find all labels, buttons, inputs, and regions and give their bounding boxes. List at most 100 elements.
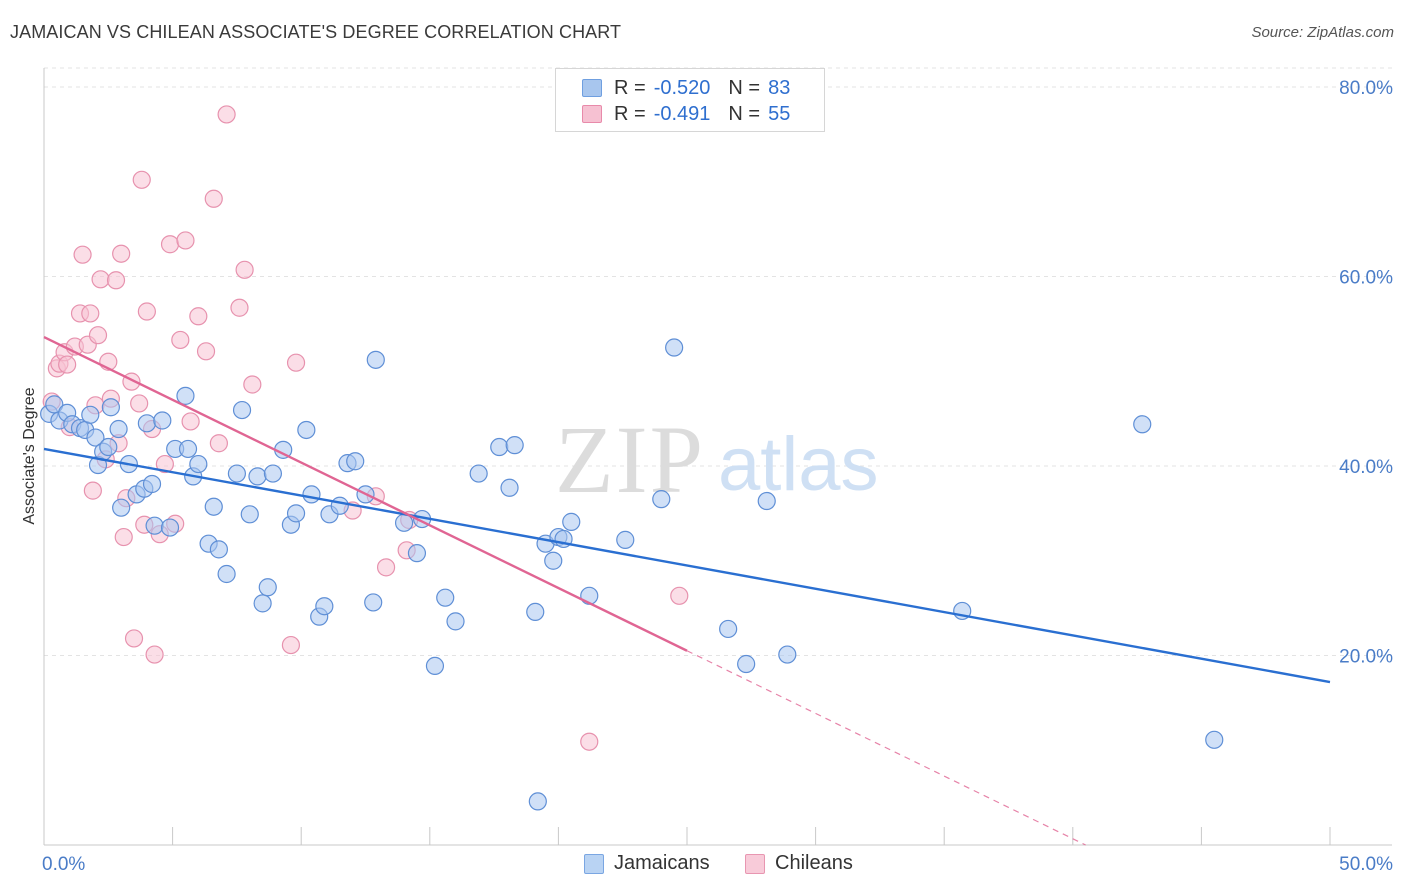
jamaican-point xyxy=(81,405,100,424)
chilean-point xyxy=(230,298,249,317)
chilean-point xyxy=(160,235,180,254)
jamaican-point xyxy=(297,420,316,440)
watermark: ZIP atlas xyxy=(555,406,879,513)
chilean-point xyxy=(145,645,164,664)
jamaican-point xyxy=(346,452,365,471)
legend-item-chileans[interactable]: Chileans xyxy=(745,852,853,875)
correlation-legend: R = -0.520 N = 83 R = -0.491 N = 55 xyxy=(555,68,825,132)
jamaican-point xyxy=(366,350,385,369)
legend-swatch-jamaicans xyxy=(584,853,604,874)
chilean-point xyxy=(106,271,126,290)
legend-r-value: -0.520 xyxy=(653,76,711,99)
legend-n-label: N = xyxy=(728,102,761,125)
jamaican-point xyxy=(446,612,465,631)
chart-title: JAMAICAN VS CHILEAN ASSOCIATE'S DEGREE C… xyxy=(10,22,622,42)
jamaican-point xyxy=(665,338,684,357)
watermark-zip: ZIP xyxy=(555,406,705,513)
jamaican-point xyxy=(490,437,509,457)
jamaican-point xyxy=(142,474,162,494)
legend-n-label: N = xyxy=(728,76,761,99)
chilean-point xyxy=(580,732,599,751)
chilean-point xyxy=(189,307,208,326)
jamaican-point xyxy=(248,467,267,486)
jamaican-point xyxy=(258,578,277,597)
x-tick-label: 0.0% xyxy=(42,854,85,875)
trend-lines xyxy=(43,336,1331,846)
jamaican-point xyxy=(505,436,524,455)
y-tick-label: 60.0% xyxy=(1339,267,1393,288)
jamaican-point xyxy=(286,504,306,523)
chilean-point xyxy=(137,302,156,321)
jamaican-point xyxy=(109,419,128,439)
jamaican-point xyxy=(562,512,581,531)
jamaican-point xyxy=(737,654,756,674)
jamaican-point xyxy=(112,498,131,517)
watermark-atlas: atlas xyxy=(718,422,879,507)
legend-swatch-blue xyxy=(582,79,602,97)
jamaican-point xyxy=(263,464,283,483)
jamaican-point xyxy=(240,505,259,524)
jamaicans-points xyxy=(40,338,1224,811)
axis-labels: 20.0% 40.0% 60.0% 80.0% 0.0% 50.0% Associate's… xyxy=(21,78,1393,875)
chilean-point xyxy=(286,353,306,372)
chilean-point xyxy=(235,260,254,279)
chilean-point xyxy=(243,375,262,394)
jamaican-point xyxy=(253,594,272,613)
chilean-point xyxy=(81,304,100,323)
chilean-point xyxy=(196,342,216,361)
axes xyxy=(43,68,1392,846)
legend-row-jamaicans: R = -0.520 N = 83 xyxy=(582,75,790,101)
chileans-trend-extension xyxy=(686,650,1086,846)
legend-label-jamaicans: Jamaicans xyxy=(614,852,710,874)
jamaican-point xyxy=(232,400,252,420)
jamaican-point xyxy=(176,386,195,405)
jamaican-point xyxy=(302,485,321,504)
chilean-point xyxy=(155,454,174,474)
jamaican-point xyxy=(425,656,445,676)
jamaican-point xyxy=(189,454,208,474)
series-legend: Jamaicans Chileans xyxy=(0,852,1406,878)
chilean-point xyxy=(73,245,92,264)
jamaican-point xyxy=(217,564,236,584)
chilean-point xyxy=(130,394,149,413)
chilean-point xyxy=(181,412,200,431)
chileans-trend-line xyxy=(43,336,688,652)
jamaican-point xyxy=(757,491,776,511)
y-tick-label: 80.0% xyxy=(1339,78,1393,99)
jamaican-point xyxy=(101,398,120,417)
chilean-point xyxy=(217,105,236,124)
jamaican-point xyxy=(652,490,671,509)
jamaican-point xyxy=(500,478,519,497)
chilean-point xyxy=(114,527,133,547)
jamaican-point xyxy=(436,588,455,607)
legend-swatch-pink xyxy=(582,105,602,123)
legend-r-label: R = xyxy=(614,102,646,125)
jamaican-point xyxy=(204,497,223,516)
chilean-point xyxy=(58,355,77,374)
jamaican-point xyxy=(616,530,635,549)
legend-row-chileans: R = -0.491 N = 55 xyxy=(582,101,790,127)
jamaican-point xyxy=(1133,415,1152,434)
jamaican-point xyxy=(469,464,488,483)
grid-lines xyxy=(44,67,1392,656)
chilean-point xyxy=(176,231,195,250)
legend-swatch-chileans xyxy=(745,853,765,874)
legend-n-value: 83 xyxy=(768,76,791,99)
jamaican-point xyxy=(528,792,547,811)
jamaican-point xyxy=(209,540,228,559)
legend-item-jamaicans[interactable]: Jamaicans xyxy=(584,852,710,875)
chilean-point xyxy=(376,558,396,577)
jamaican-point xyxy=(227,464,246,483)
jamaican-point xyxy=(178,439,198,459)
chilean-point xyxy=(124,629,144,648)
jamaican-point xyxy=(1205,730,1224,749)
chilean-point xyxy=(112,244,131,263)
y-tick-label: 40.0% xyxy=(1339,457,1393,478)
chilean-point xyxy=(132,170,151,189)
chilean-point xyxy=(204,189,223,208)
chart-source: Source: ZipAtlas.com xyxy=(1251,24,1394,41)
y-axis-label: Associate's Degree xyxy=(21,387,38,524)
jamaican-point xyxy=(99,437,118,457)
legend-label-chileans: Chileans xyxy=(775,852,853,874)
